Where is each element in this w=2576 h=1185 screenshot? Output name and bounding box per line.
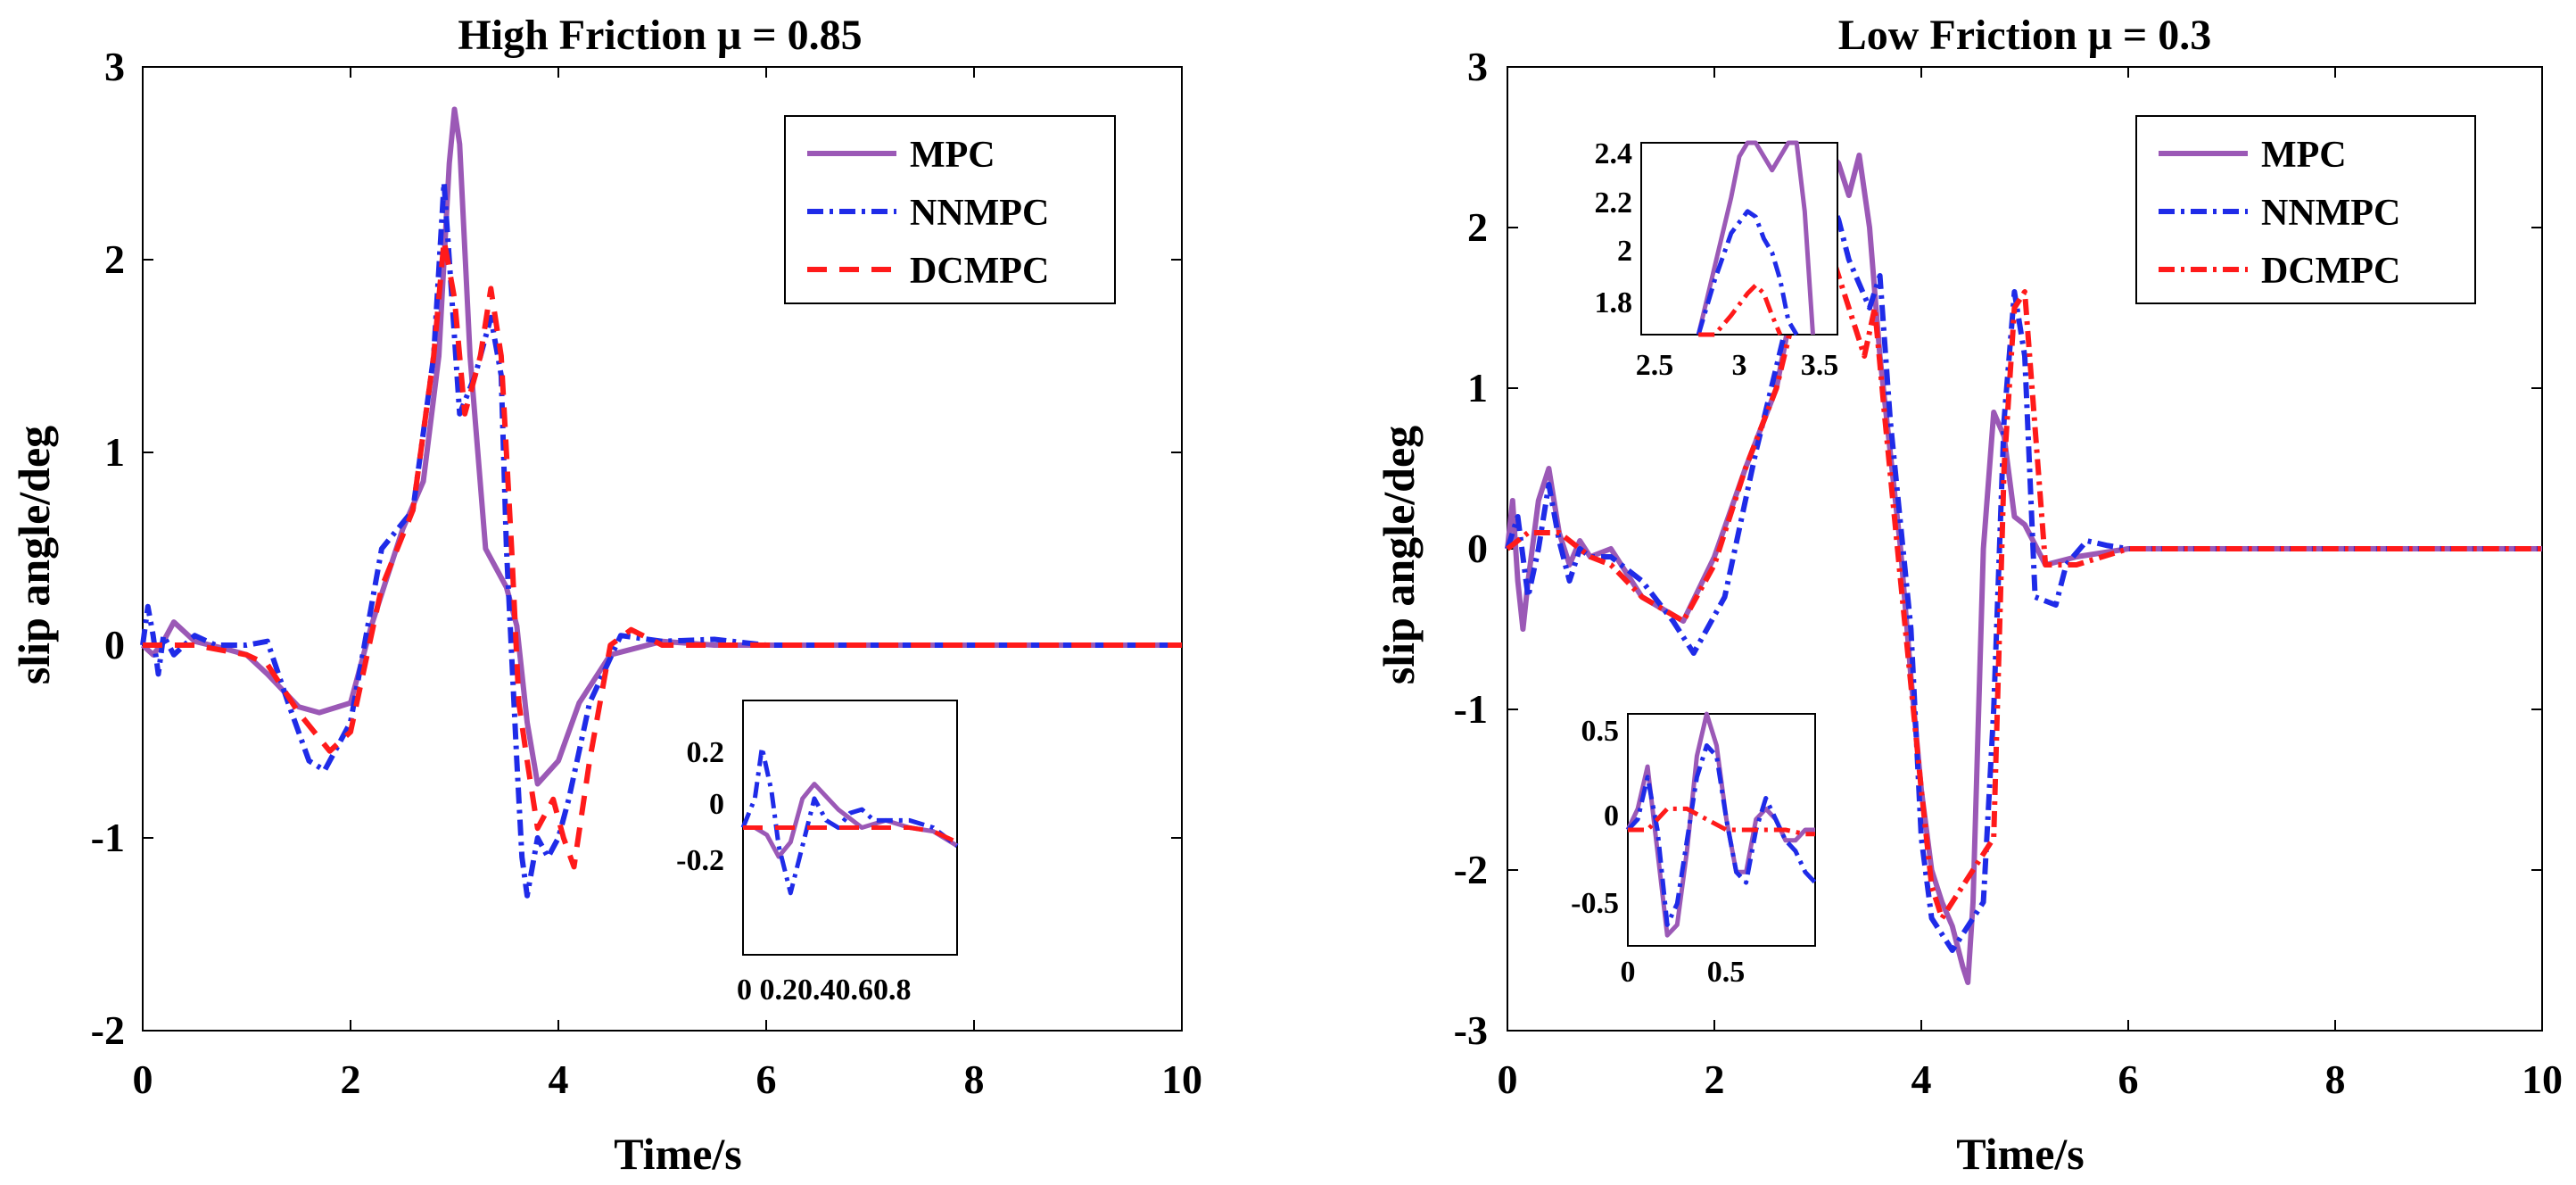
chart-title: High Friction μ = 0.85 [458,12,862,59]
x-tick-label: 4 [1911,1057,1932,1102]
y-axis-label: slip angle/deg [1374,426,1424,684]
legend-label-mpc: MPC [2261,135,2347,176]
x-tick-label: 10 [2522,1057,2563,1102]
series-line-dcmpc [1698,283,1783,337]
inset-y-tick: 0 [1604,800,1619,833]
inset-y-tick: 2.2 [1595,186,1633,220]
inset-y-tick: 0.5 [1581,715,1620,748]
inset-x-tick: 3.5 [1801,349,1839,382]
x-tick-label: 2 [341,1057,361,1102]
inset-series-lines [1696,140,1815,337]
x-tick-label: 8 [2325,1057,2346,1102]
series-line-dcmpc [743,825,959,845]
y-tick-label: 2 [1467,204,1488,250]
chart-low-friction: Low Friction μ = 0.3 slip angle/deg Time… [1374,12,2563,1179]
series-line-mpc [1696,140,1815,336]
inset-y-tick: 2 [1617,235,1632,268]
series-line-dcmpc [1628,806,1815,837]
y-tick-label: 0 [1467,526,1488,571]
inset-y-tick: 0 [709,788,724,821]
inset-x-tick: 0.5 [1707,956,1746,989]
series-lines [1505,145,2542,985]
inset-series-lines [1625,711,1817,938]
x-tick-label: 6 [756,1057,777,1102]
x-axis-label: Time/s [1956,1129,2085,1179]
inset-y-tick: -0.5 [1571,887,1619,920]
inset-series-lines [740,745,959,896]
inset-y-tick: -0.2 [676,844,724,877]
x-tick-label: 0 [133,1057,153,1102]
inset-zoom: 0.2 0 -0.2 0 0.20.40.60.8 [676,700,959,1007]
series-line-nnmpc [1696,209,1799,336]
plot-frame [142,66,1183,1032]
y-tick-label: 3 [104,44,125,89]
legend-label-dcmpc: DCMPC [910,251,1049,292]
y-tick-label: 1 [1467,365,1488,410]
y-tick-label: -1 [91,815,125,860]
series-line-nnmpc [740,745,959,896]
chart-title: Low Friction μ = 0.3 [1838,12,2212,59]
x-tick-label: 6 [2118,1057,2139,1102]
inset-x-tick-labels: 0 0.20.40.60.8 [737,974,912,1007]
y-tick-label: 3 [1467,44,1488,89]
y-tick-label: -1 [1454,686,1488,732]
y-tick-label: -2 [91,1007,125,1053]
chart-high-friction: High Friction μ = 0.85 slip angle/deg Ti… [9,12,1202,1179]
x-tick-label: 2 [1705,1057,1725,1102]
inset-x-tick: 0 [1621,956,1636,989]
series-lines [140,106,1182,899]
x-axis-label: Time/s [614,1129,742,1179]
y-tick-label: 1 [104,429,125,475]
legend-label-dcmpc: DCMPC [2261,251,2400,292]
y-tick-label: -2 [1454,847,1488,892]
legend-label-nnmpc: NNMPC [2261,193,2400,234]
legend-label-mpc: MPC [910,135,995,176]
x-tick-label: 8 [964,1057,985,1102]
inset-y-tick: 2.4 [1595,137,1633,170]
inset-bottom-zoom: 0.5 0 -0.5 0 0.5 [1571,711,1817,989]
series-line-nnmpc [1626,743,1817,927]
series-line-nnmpc [1505,193,2542,953]
x-tick-label: 4 [549,1057,569,1102]
x-tick-label: 10 [1161,1057,1202,1102]
legend: MPC NNMPC DCMPC [784,115,1116,304]
legend-label-nnmpc: NNMPC [910,193,1049,234]
y-tick-label: 0 [104,622,125,667]
series-line-nnmpc [140,179,1182,899]
series-line-mpc [140,106,1182,787]
y-tick-label: 2 [104,236,125,282]
inset-y-tick: 1.8 [1595,286,1633,319]
y-axis-label: slip angle/deg [9,426,59,684]
inset-x-tick: 2.5 [1636,349,1674,382]
series-line-dcmpc [1506,241,2542,921]
y-tick-label: -3 [1454,1007,1488,1053]
x-tick-label: 0 [1498,1057,1518,1102]
tick-marks [1507,66,2543,1032]
inset-x-tick: 3 [1732,349,1747,382]
inset-y-tick: 0.2 [687,736,725,769]
inset-top-zoom: 2.4 2.2 2 1.8 2.5 3 3.5 [1595,137,1839,382]
series-line-dcmpc [143,237,1182,870]
legend: MPC NNMPC DCMPC [2135,115,2476,304]
